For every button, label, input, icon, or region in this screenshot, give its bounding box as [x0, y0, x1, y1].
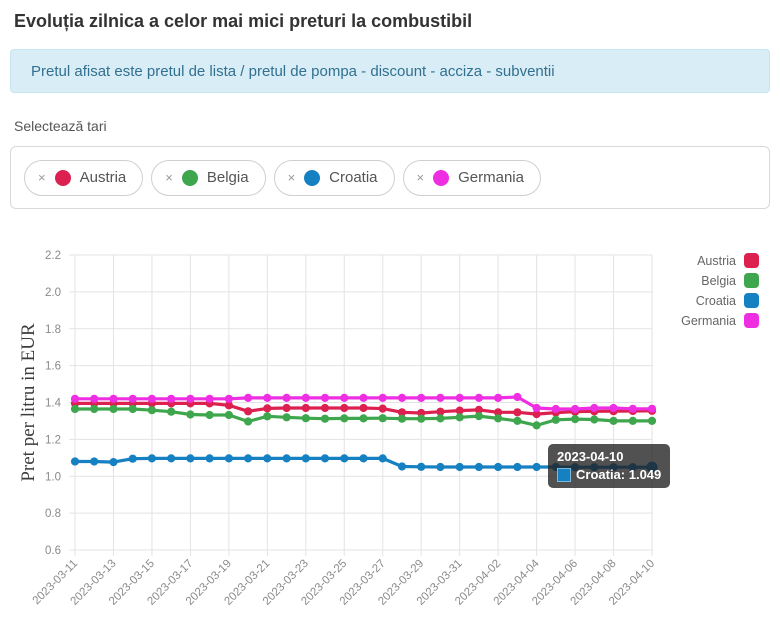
legend-item-croatia[interactable]: Croatia [681, 293, 759, 308]
country-chip-croatia[interactable]: × Croatia [273, 159, 395, 196]
legend-item-germania[interactable]: Germania [681, 313, 759, 328]
country-chip-label: Croatia [329, 169, 378, 186]
legend-label: Croatia [695, 293, 736, 308]
price-chart[interactable]: 0.60.81.01.21.41.61.82.02.22023-03-11202… [0, 232, 780, 632]
tooltip-series-value: Croatia: 1.049 [576, 467, 662, 482]
country-color-dot [54, 169, 71, 186]
page-title: Evoluția zilnica a celor mai mici pretur… [14, 11, 473, 31]
svg-text:0.8: 0.8 [45, 508, 61, 520]
legend-label: Austria [697, 253, 736, 268]
svg-text:1.0: 1.0 [45, 471, 61, 483]
svg-text:1.8: 1.8 [45, 324, 61, 336]
remove-country-icon[interactable]: × [38, 170, 46, 185]
remove-country-icon[interactable]: × [416, 170, 425, 185]
series-germania [70, 392, 657, 414]
legend-color-box [744, 293, 759, 308]
y-axis-title: Pret per litru in EUR [18, 323, 39, 482]
info-banner-text: Pretul afisat este pretul de lista / pre… [31, 62, 555, 80]
legend-color-box [744, 273, 759, 288]
country-color-dot [181, 169, 198, 186]
legend-label: Germania [681, 313, 736, 328]
country-color-dot [433, 169, 450, 186]
country-chip-germania[interactable]: × Germania [402, 159, 541, 196]
country-chip-belgia[interactable]: × Belgia [151, 159, 266, 196]
country-select-label: Selectează tari [14, 118, 107, 134]
legend-label: Belgia [701, 273, 736, 288]
svg-text:0.6: 0.6 [45, 545, 61, 557]
info-banner: Pretul afisat este pretul de lista / pre… [10, 49, 770, 93]
chart-tooltip: 2023-04-10 Croatia: 1.049 [548, 444, 671, 488]
country-chip-label: Austria [79, 169, 127, 186]
legend-color-box [744, 313, 759, 328]
tooltip-series-swatch [557, 467, 571, 482]
country-chip-austria[interactable]: × Austria [24, 159, 144, 196]
chart-legend: Austria Belgia Croatia Germania [681, 253, 759, 328]
remove-country-icon[interactable]: × [287, 170, 296, 185]
series-belgia [70, 404, 657, 430]
legend-item-austria[interactable]: Austria [681, 253, 759, 268]
svg-text:1.6: 1.6 [45, 361, 61, 373]
remove-country-icon[interactable]: × [165, 170, 173, 185]
tooltip-row: Croatia: 1.049 [557, 467, 661, 482]
legend-color-box [744, 253, 759, 268]
chart-grid: 0.60.81.01.21.41.61.82.02.22023-03-11202… [31, 250, 657, 608]
svg-text:1.2: 1.2 [45, 434, 61, 446]
legend-item-belgia[interactable]: Belgia [681, 273, 759, 288]
country-color-dot [304, 169, 321, 186]
svg-text:1.4: 1.4 [45, 398, 62, 410]
country-selector[interactable]: × Austria × Belgia × Croatia × Germania [10, 146, 770, 209]
svg-text:2.0: 2.0 [45, 287, 61, 299]
country-chip-label: Belgia [206, 169, 249, 186]
country-chip-label: Germania [458, 169, 524, 186]
tooltip-date: 2023-04-10 [557, 449, 624, 464]
svg-text:2.2: 2.2 [45, 250, 61, 262]
